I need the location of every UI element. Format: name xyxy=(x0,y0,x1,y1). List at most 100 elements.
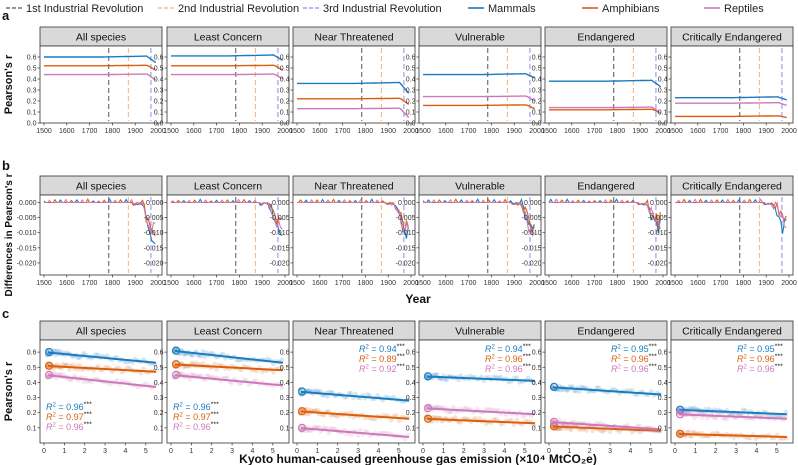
y-tick-label: -0.005 xyxy=(648,215,668,222)
y-tick-label: 0.3 xyxy=(406,395,416,402)
y-tick-label: 0.3 xyxy=(658,395,668,402)
x-tick-label: 1800 xyxy=(610,128,626,135)
y-tick-label: -0.015 xyxy=(522,245,542,252)
x-tick-label: 1700 xyxy=(82,128,98,135)
y-tick-label: 0.4 xyxy=(280,380,290,387)
facet-title: All species xyxy=(76,32,126,44)
x-tick-label: 1800 xyxy=(736,280,752,287)
y-tick-label: 0.000 xyxy=(398,200,416,207)
x-tick-label: 1900 xyxy=(632,128,648,135)
x-tick-label: 1900 xyxy=(254,128,270,135)
y-tick-label: -0.015 xyxy=(648,245,668,252)
facet-title: All species xyxy=(76,181,126,193)
y-tick-label: 0.0 xyxy=(27,121,37,128)
x-axis-label: Year xyxy=(405,292,431,306)
x-tick-label: 1600 xyxy=(312,128,328,135)
x-tick-label: 4 xyxy=(250,448,254,455)
y-tick-label: -0.020 xyxy=(144,260,164,267)
x-tick-label: 1 xyxy=(441,448,445,455)
x-tick-label: 3 xyxy=(608,448,612,455)
facet-title: Near Threatened xyxy=(314,326,393,338)
x-tick-label: 1800 xyxy=(105,280,121,287)
y-axis-label: Pearson's r xyxy=(3,54,15,114)
y-tick-label: 0.3 xyxy=(658,88,668,95)
legend: 1st Industrial Revolution 2nd Industrial … xyxy=(6,3,764,15)
x-tick-label: 3 xyxy=(482,448,486,455)
x-tick-label: 1800 xyxy=(484,128,500,135)
y-tick-label: 0.2 xyxy=(154,410,164,417)
y-tick-label: 0.2 xyxy=(532,410,542,417)
x-tick-label: 5 xyxy=(523,448,527,455)
y-tick-label: 0.2 xyxy=(280,99,290,106)
x-tick-label: 0 xyxy=(547,448,551,455)
legend-item-mammals: Mammals xyxy=(468,3,536,15)
y-tick-label: 0.1 xyxy=(532,110,542,117)
x-tick-label: 1700 xyxy=(209,280,225,287)
y-tick-label: 0.3 xyxy=(532,88,542,95)
x-tick-label: 1900 xyxy=(758,280,774,287)
facet-title: Critically Endangered xyxy=(682,32,782,44)
x-tick-label: 1900 xyxy=(127,280,143,287)
facet-near-threatened: Near Threatened0.10.20.30.40.50.60 1 2 3 4 5R… xyxy=(280,321,415,455)
legend-label: 3rd Industrial Revolution xyxy=(323,3,442,15)
y-tick-label: 0.2 xyxy=(27,99,37,106)
y-tick-label: 0.000 xyxy=(146,200,164,207)
x-tick-label: 5 xyxy=(649,448,653,455)
x-tick-label: 3 xyxy=(230,448,234,455)
y-tick-label: 0.2 xyxy=(406,410,416,417)
x-tick-label: 1800 xyxy=(610,280,626,287)
x-tick-label: 1500 xyxy=(289,280,305,287)
x-tick-label: 4 xyxy=(376,448,380,455)
x-tick-label: 1600 xyxy=(186,128,202,135)
y-tick-label: 0.1 xyxy=(27,110,37,117)
y-tick-label: 0.6 xyxy=(280,350,290,357)
y-tick-label: 0.1 xyxy=(406,110,416,117)
x-tick-label: 1500 xyxy=(667,128,683,135)
x-tick-label: 1900 xyxy=(632,280,648,287)
x-tick-label: 1600 xyxy=(438,128,454,135)
y-tick-label: -0.015 xyxy=(396,245,416,252)
x-tick-label: 0 xyxy=(169,448,173,455)
y-tick-label: 0.3 xyxy=(154,88,164,95)
facet-least-concern: Least Concern 0.1 0.2 0.3 0.4 0.5 0.6 0 1 2 3 4 5 R2 … xyxy=(154,321,289,455)
plot-area xyxy=(293,46,415,123)
y-tick-label: -0.015 xyxy=(270,245,290,252)
y-tick-label: 0.4 xyxy=(658,380,668,387)
x-tick-label: 1700 xyxy=(461,128,477,135)
y-tick-label: 0.1 xyxy=(658,110,668,117)
x-tick-label: 1900 xyxy=(758,128,774,135)
y-tick-label: 0.0 xyxy=(280,121,290,128)
y-tick-label: 0.5 xyxy=(27,365,37,372)
x-tick-label: 2000 xyxy=(781,280,797,287)
facet-all-species: All species0.00.10.20.30.40.50.61500 1600… xyxy=(27,27,166,135)
figure: 1st Industrial Revolution 2nd Industrial … xyxy=(0,0,798,465)
x-tick-label: 1500 xyxy=(36,128,52,135)
y-tick-label: -0.020 xyxy=(396,260,416,267)
y-tick-label: 0.2 xyxy=(27,410,37,417)
y-tick-label: 0.3 xyxy=(280,395,290,402)
facet-title: Endangered xyxy=(577,32,634,44)
y-tick-label: 0.0 xyxy=(532,121,542,128)
y-tick-label: 0.1 xyxy=(406,425,416,432)
x-tick-label: 1700 xyxy=(587,128,603,135)
y-axis-label: Pearson's r xyxy=(3,361,15,421)
facet-title: All species xyxy=(76,326,126,338)
panel-letter: a xyxy=(2,8,10,23)
facet-all-species: All species0.10.20.30.40.50.60 1 2 3 4 5R2 = … xyxy=(27,321,162,455)
legend-label: 2nd Industrial Revolution xyxy=(178,3,299,15)
facet-title: Least Concern xyxy=(194,326,262,338)
y-tick-label: 0.5 xyxy=(280,365,290,372)
y-tick-label: -0.020 xyxy=(648,260,668,267)
x-tick-label: 2 xyxy=(462,448,466,455)
x-tick-label: 1800 xyxy=(232,128,248,135)
x-axis-label: Kyoto human-caused greenhouse gas emissi… xyxy=(239,452,597,465)
y-tick-label: -0.010 xyxy=(522,230,542,237)
x-tick-label: 1 xyxy=(693,448,697,455)
y-tick-label: 0.4 xyxy=(154,380,164,387)
y-tick-label: 0.000 xyxy=(650,200,668,207)
y-tick-label: 0.4 xyxy=(406,77,416,84)
y-tick-label: 0.6 xyxy=(280,55,290,62)
y-tick-label: 0.5 xyxy=(27,66,37,73)
x-tick-label: 1500 xyxy=(667,280,683,287)
legend-label: 1st Industrial Revolution xyxy=(26,3,143,15)
